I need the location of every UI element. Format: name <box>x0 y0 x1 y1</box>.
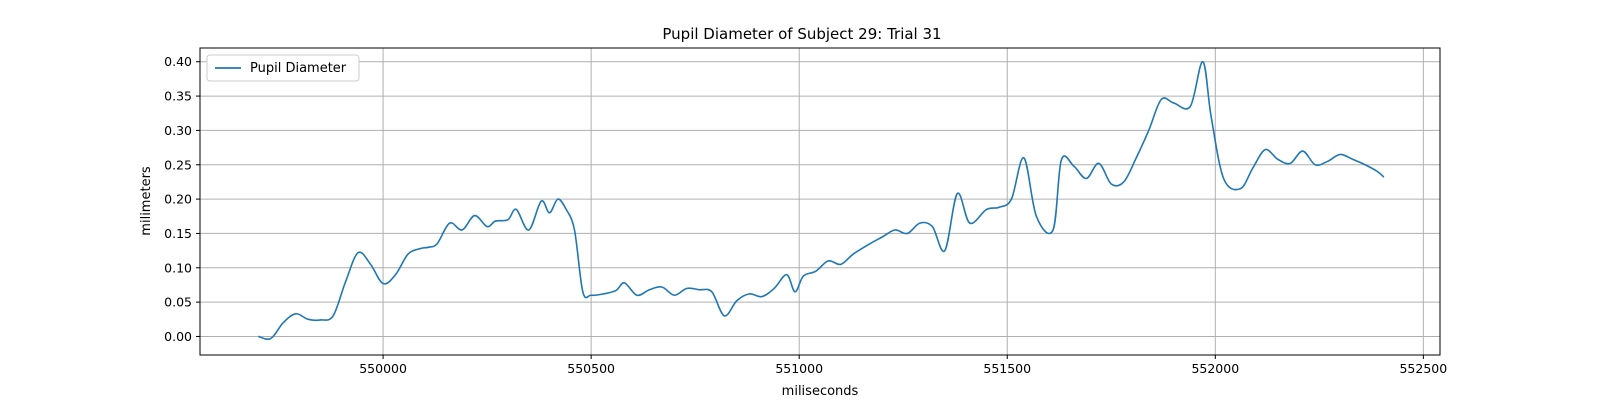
y-tick-label: 0.20 <box>164 192 192 207</box>
series-line-pupil-diameter <box>258 60 1385 341</box>
legend-box <box>206 54 360 82</box>
y-tick-label: 0.40 <box>164 54 192 69</box>
x-tick-label: 552000 <box>1191 361 1239 376</box>
y-axis-ticks: 0.00 0.05 0.10 0.15 0.20 0.25 0.30 0.35 0.40 <box>164 54 200 344</box>
y-tick-label: 0.25 <box>164 157 192 172</box>
gridlines <box>200 48 1440 355</box>
y-tick-label: 0.10 <box>164 260 192 275</box>
y-tick-label: 0.15 <box>164 226 192 241</box>
x-axis-label: miliseconds <box>782 384 859 399</box>
x-tick-label: 550500 <box>567 361 615 376</box>
legend-label-pupil-diameter: Pupil Diameter <box>250 61 347 76</box>
x-tick-label: 551000 <box>775 361 823 376</box>
series-layer <box>258 60 1385 341</box>
chart-title: Pupil Diameter of Subject 29: Trial 31 <box>662 25 941 43</box>
legend: Pupil Diameter <box>206 54 360 82</box>
y-tick-label: 0.30 <box>164 123 192 138</box>
y-tick-label: 0.35 <box>164 89 192 104</box>
plot-frame <box>199 47 1441 356</box>
x-tick-label: 552500 <box>1399 361 1447 376</box>
x-axis-ticks: 550000 550500 551000 551500 552000 552500 <box>359 355 1447 376</box>
y-axis-label: milimeters <box>139 166 154 236</box>
x-tick-label: 550000 <box>359 361 407 376</box>
y-tick-label: 0.05 <box>164 295 192 310</box>
x-tick-label: 551500 <box>983 361 1031 376</box>
y-tick-label: 0.00 <box>164 329 192 344</box>
